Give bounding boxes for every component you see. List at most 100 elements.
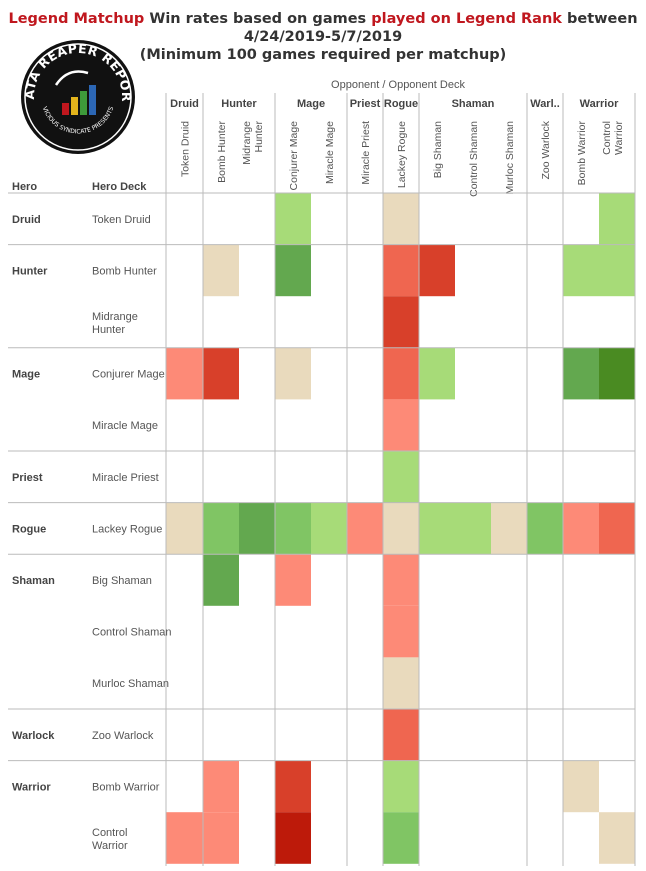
column-deck-conjurer-mage: Conjurer Mage <box>288 121 300 191</box>
row-deck-big-shaman: Big Shaman <box>92 575 152 587</box>
row-hero-hunter: Hunter <box>12 265 48 277</box>
heatmap-cell-lackey-rogue-11 <box>563 502 599 555</box>
heatmap-cell-lackey-rogue-0 <box>166 502 203 555</box>
row-deck-miracle-mage: Miracle Mage <box>92 420 158 432</box>
heatmap-cell-lackey-rogue-12 <box>599 502 635 555</box>
heatmap-cell-bomb-hunter-7 <box>419 244 455 297</box>
column-group-mage: Mage <box>297 98 325 110</box>
heatmap-cell-bomb-warrior-11 <box>563 760 599 813</box>
column-deck-big-shaman: Big Shaman <box>432 121 444 178</box>
heatmap-cell-midrange-hunter-6 <box>383 296 419 348</box>
heatmap-cell-conjurer-mage-11 <box>563 347 599 400</box>
heatmap-cell-big-shaman-1 <box>203 554 239 606</box>
row-hero-rogue: Rogue <box>12 523 46 535</box>
heatmap-cell-conjurer-mage-3 <box>275 347 311 400</box>
row-deck-control-warrior: Control Warrior <box>92 827 128 852</box>
row-deck-murloc-shaman: Murloc Shaman <box>92 678 169 690</box>
opponent-axis-label: Opponent / Opponent Deck <box>331 79 465 91</box>
heatmap-cell-bomb-warrior-6 <box>383 760 419 813</box>
heatmap-cell-bomb-hunter-12 <box>599 244 635 297</box>
row-deck-bomb-hunter: Bomb Hunter <box>92 265 157 277</box>
heatmap-cell-control-warrior-12 <box>599 812 635 864</box>
heatmap-cell-zoo-warlock-6 <box>383 709 419 761</box>
row-deck-midrange-hunter: Midrange Hunter <box>92 311 138 336</box>
heatmap-cell-lackey-rogue-6 <box>383 502 419 555</box>
column-group-hunter: Hunter <box>221 98 257 110</box>
heatmap-cell-control-warrior-0 <box>166 812 203 864</box>
column-deck-control-shaman: Control Shaman <box>468 121 480 197</box>
column-deck-bomb-hunter: Bomb Hunter <box>216 121 228 183</box>
heatmap-cell-lackey-rogue-10 <box>527 502 563 555</box>
row-hero-druid: Druid <box>12 214 41 226</box>
heatmap-cell-control-shaman-6 <box>383 605 419 658</box>
heatmap-cell-conjurer-mage-1 <box>203 347 239 400</box>
heatmap-cell-conjurer-mage-12 <box>599 347 635 400</box>
heatmap-cell-lackey-rogue-4 <box>311 502 347 555</box>
column-group-warl: Warl.. <box>530 98 560 110</box>
column-deck-bomb-warrior: Bomb Warrior <box>576 121 588 186</box>
title-legend-rank: played on Legend Rank <box>371 11 562 27</box>
column-deck-murloc-shaman: Murloc Shaman <box>504 121 516 195</box>
row-deck-zoo-warlock: Zoo Warlock <box>92 730 154 742</box>
heatmap-cell-bomb-warrior-3 <box>275 760 311 813</box>
row-hero-warlock: Warlock <box>12 730 55 742</box>
heatmap-cell-token-druid-6 <box>383 193 419 245</box>
title-win-rates: Win rates based on games <box>144 11 372 27</box>
column-deck-zoo-warlock: Zoo Warlock <box>540 120 552 179</box>
column-deck-miracle-priest: Miracle Priest <box>360 121 372 185</box>
title-minimum-games: (Minimum 100 games required per matchup) <box>139 47 507 63</box>
logo-bar-chart-icon <box>62 85 96 115</box>
column-group-shaman: Shaman <box>452 98 495 110</box>
row-deck-bomb-warrior: Bomb Warrior <box>92 781 160 793</box>
data-reaper-logo: DATA REAPER REPORT VICIOUS SYNDICATE PRE… <box>20 39 135 154</box>
heatmap-cell-bomb-hunter-11 <box>563 244 599 297</box>
heatmap-cell-control-warrior-6 <box>383 812 419 864</box>
row-hero-shaman: Shaman <box>12 575 55 587</box>
heatmap-cell-miracle-priest-6 <box>383 451 419 503</box>
title-between: between <box>561 11 638 27</box>
row-hero-warrior: Warrior <box>12 781 51 793</box>
heatmap-cell-bomb-warrior-1 <box>203 760 239 813</box>
heatmap-cell-control-warrior-1 <box>203 812 239 864</box>
heatmap-cell-bomb-hunter-1 <box>203 244 239 297</box>
heatmap-cell-token-druid-12 <box>599 193 635 245</box>
heatmap-cell-token-druid-3 <box>275 193 311 245</box>
title-legend-matchup: Legend Matchup <box>8 11 145 27</box>
row-header-hero: Hero <box>12 181 37 193</box>
heatmap-cell-lackey-rogue-5 <box>347 502 383 555</box>
column-deck-lackey-rogue: Lackey Rogue <box>396 121 408 188</box>
column-deck-midrange-hunter: MidrangeHunter <box>241 120 265 164</box>
column-deck-control-warrior: ControlWarrior <box>601 121 625 156</box>
column-group-warrior: Warrior <box>580 98 619 110</box>
heatmap-cell-control-warrior-3 <box>275 812 311 864</box>
logo-scythe-icon <box>54 70 89 86</box>
row-deck-token-druid: Token Druid <box>92 214 151 226</box>
heatmap-cell-bomb-hunter-6 <box>383 244 419 297</box>
chart-title: Legend Matchup Win rates based on games … <box>0 10 646 64</box>
row-hero-priest: Priest <box>12 472 43 484</box>
heatmap-cell-conjurer-mage-7 <box>419 347 455 400</box>
heatmap-cell-lackey-rogue-3 <box>275 502 311 555</box>
heatmap-cell-bomb-hunter-3 <box>275 244 311 297</box>
heatmap-cell-murloc-shaman-6 <box>383 657 419 709</box>
row-deck-conjurer-mage: Conjurer Mage <box>92 369 165 381</box>
column-group-rogue: Rogue <box>384 98 418 110</box>
column-deck-miracle-mage: Miracle Mage <box>324 121 336 184</box>
heatmap-cell-big-shaman-3 <box>275 554 311 606</box>
column-group-druid: Druid <box>170 98 199 110</box>
heatmap-cell-lackey-rogue-8 <box>455 502 491 555</box>
title-date-range: 4/24/2019-5/7/2019 <box>243 29 403 45</box>
row-deck-control-shaman: Control Shaman <box>92 627 172 639</box>
heatmap-cell-miracle-mage-6 <box>383 399 419 451</box>
row-deck-lackey-rogue: Lackey Rogue <box>92 523 162 535</box>
column-deck-token-druid: Token Druid <box>180 121 192 177</box>
column-group-priest: Priest <box>350 98 381 110</box>
heatmap-cell-big-shaman-6 <box>383 554 419 606</box>
heatmap-cell-lackey-rogue-1 <box>203 502 239 555</box>
heatmap-cell-conjurer-mage-0 <box>166 347 203 400</box>
heatmap-cell-lackey-rogue-7 <box>419 502 455 555</box>
heatmap-cell-conjurer-mage-6 <box>383 347 419 400</box>
row-header-deck: Hero Deck <box>92 181 147 193</box>
heatmap-cell-lackey-rogue-9 <box>491 502 527 555</box>
